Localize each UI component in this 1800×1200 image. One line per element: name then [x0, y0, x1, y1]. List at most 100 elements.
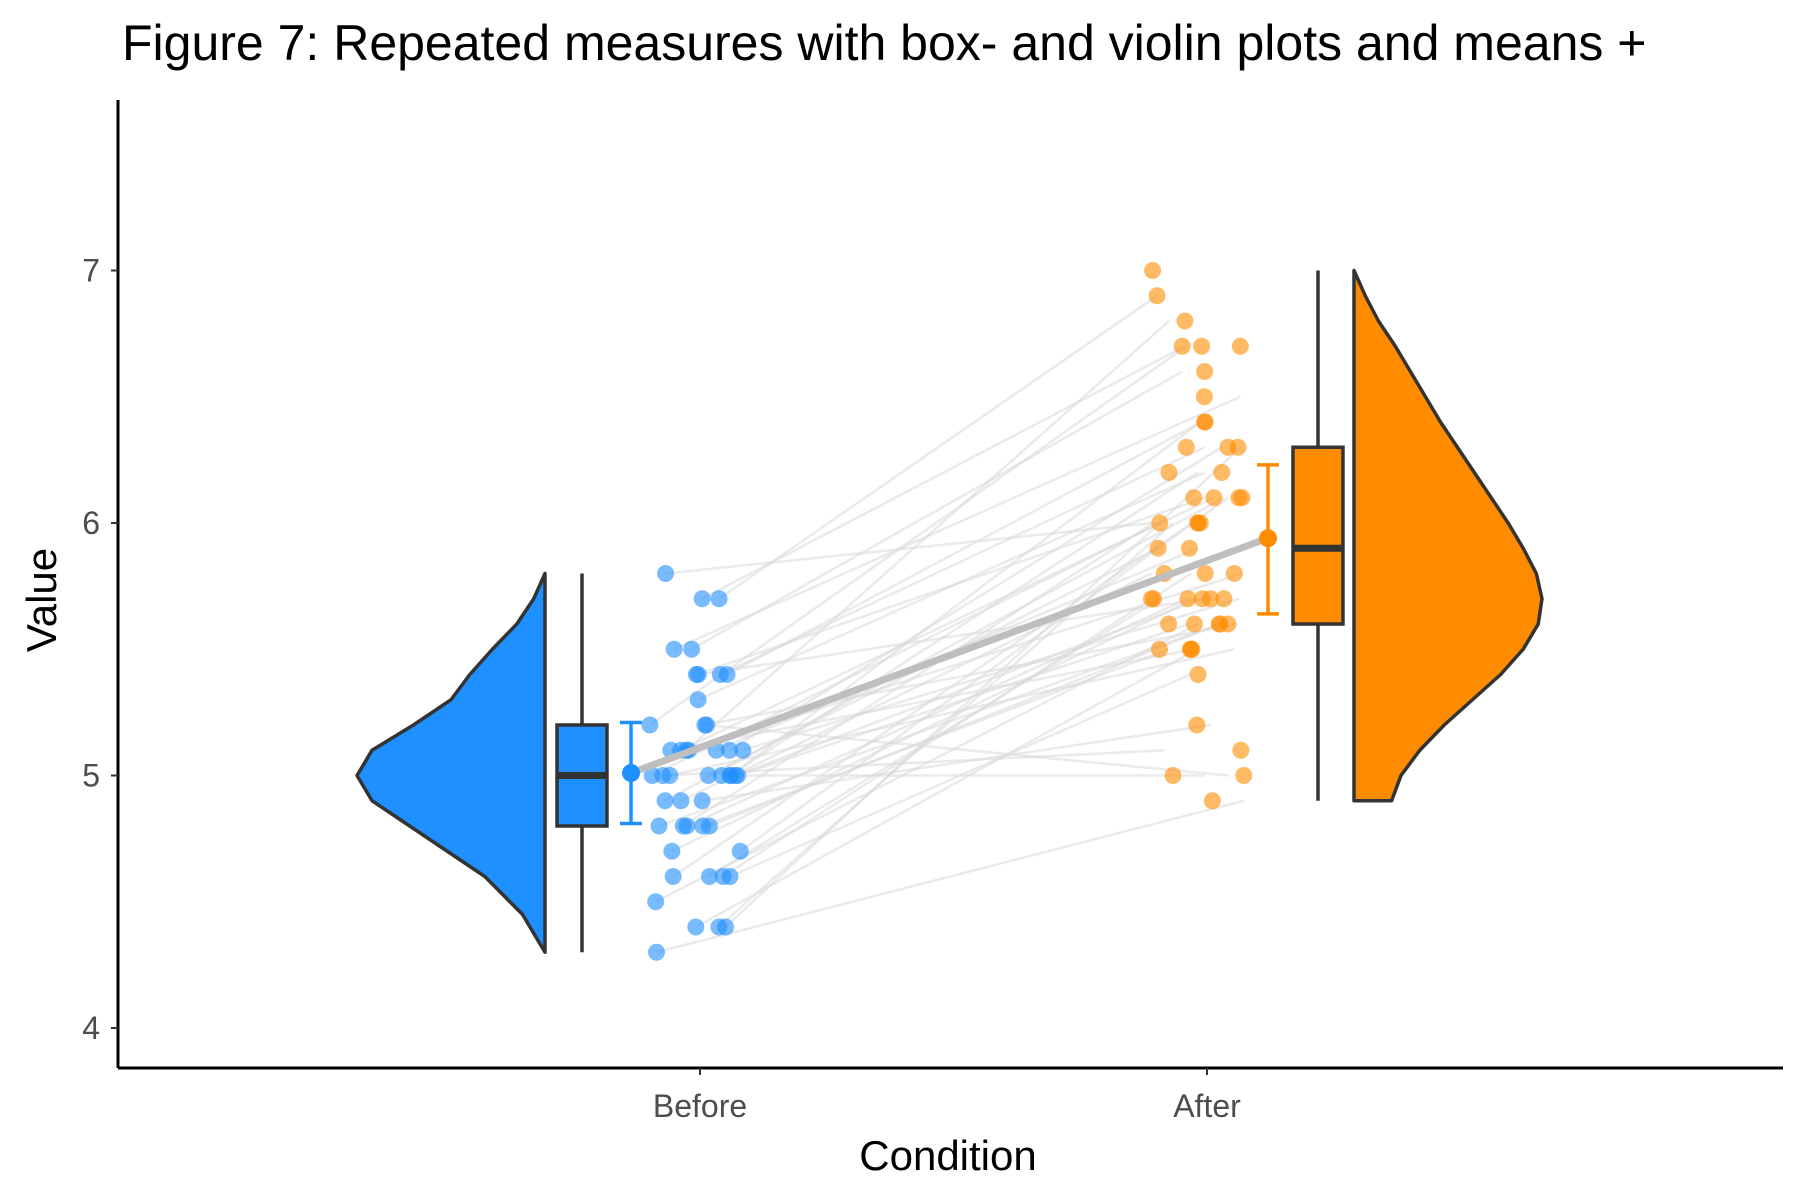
connector-line — [658, 622, 1221, 828]
point-before — [687, 918, 705, 936]
chart-title: Figure 7: Repeated measures with box- an… — [122, 15, 1647, 71]
connector-line — [718, 522, 1174, 928]
connector-line — [673, 395, 1241, 651]
connector-line — [701, 345, 1186, 600]
x-tick-label: Before — [653, 1088, 747, 1124]
point-after — [1177, 438, 1195, 456]
boxplot-after-box — [1291, 445, 1345, 626]
ci-after-mean-dot — [1259, 529, 1277, 548]
connector-line — [685, 320, 1170, 752]
point-before — [693, 792, 711, 810]
half-violins — [355, 268, 1544, 954]
point-before — [654, 767, 672, 784]
point-before — [693, 590, 711, 608]
point-after — [1181, 640, 1199, 658]
point-after — [1185, 615, 1203, 633]
connector-line — [708, 597, 1161, 878]
point-after — [1179, 590, 1197, 608]
violin-before — [355, 571, 547, 954]
point-before — [721, 868, 739, 885]
point-after — [1193, 337, 1211, 355]
point-after — [1196, 565, 1214, 582]
point-before — [650, 817, 668, 835]
point-before — [710, 590, 728, 608]
connector-line — [739, 496, 1229, 853]
y-tick-label: 6 — [82, 505, 100, 541]
violin-after — [1352, 268, 1544, 803]
boxplots — [555, 270, 1345, 953]
point-after — [1145, 590, 1163, 608]
point-after — [1164, 767, 1182, 784]
connector-line — [718, 294, 1158, 600]
raw-points — [641, 262, 1253, 961]
connector-line — [691, 370, 1183, 651]
point-after — [1180, 539, 1198, 557]
mean-ci-group — [620, 463, 1279, 826]
connector-line — [728, 446, 1223, 752]
mean-line — [627, 534, 1272, 777]
connector-line — [729, 673, 1191, 878]
point-before — [711, 666, 729, 683]
point-after — [1196, 363, 1214, 380]
y-ticks: 4 5 6 7 — [82, 253, 118, 1046]
x-axis-title: Condition — [859, 1132, 1036, 1179]
point-after — [1203, 792, 1221, 810]
point-before — [734, 741, 752, 759]
point-before — [641, 716, 659, 734]
point-after — [1225, 565, 1243, 582]
point-before — [647, 893, 665, 911]
point-before — [731, 842, 749, 860]
point-before — [727, 767, 745, 784]
point-before — [672, 792, 690, 810]
point-before — [665, 640, 683, 658]
point-after — [1219, 615, 1237, 633]
point-before — [683, 640, 701, 658]
point-before — [689, 666, 707, 683]
connector-line — [682, 521, 1155, 828]
point-after — [1173, 337, 1191, 355]
point-after — [1144, 262, 1162, 279]
point-after — [1150, 640, 1168, 658]
y-tick-label: 7 — [82, 253, 100, 289]
point-after — [1231, 337, 1249, 355]
point-after — [1151, 514, 1169, 532]
point-before — [663, 842, 681, 860]
connector-line — [649, 345, 1187, 727]
point-before — [721, 741, 739, 759]
connector-line — [695, 648, 1198, 929]
point-after — [1215, 590, 1233, 608]
point-after — [1219, 438, 1237, 456]
y-axis-title: Value — [18, 548, 65, 652]
point-before — [678, 817, 696, 835]
point-after — [1195, 388, 1213, 406]
point-before — [699, 767, 717, 784]
point-after — [1213, 464, 1231, 481]
connector-line — [671, 597, 1195, 853]
paired-connectors — [649, 294, 1245, 954]
point-after — [1149, 539, 1167, 557]
y-tick-label: 4 — [82, 1010, 100, 1046]
connector-line — [701, 723, 1211, 802]
point-before — [657, 565, 675, 582]
point-before — [713, 767, 731, 784]
point-after — [1160, 464, 1178, 481]
connector-line — [686, 597, 1189, 828]
point-after — [1235, 767, 1253, 784]
point-before — [664, 868, 682, 885]
point-before — [710, 918, 728, 936]
point-after — [1189, 514, 1207, 532]
point-before — [647, 943, 665, 961]
mean-line-group — [627, 534, 1272, 777]
ci-before-mean-dot — [622, 763, 640, 782]
connector-line — [719, 446, 1206, 676]
point-after — [1189, 666, 1207, 683]
x-tick-label: After — [1173, 1088, 1241, 1124]
point-after — [1160, 615, 1178, 633]
point-after — [1230, 489, 1248, 507]
connector-line — [726, 420, 1203, 676]
axes — [116, 100, 1783, 1070]
point-before — [698, 716, 716, 734]
point-after — [1188, 716, 1206, 734]
connector-line — [669, 648, 1235, 777]
